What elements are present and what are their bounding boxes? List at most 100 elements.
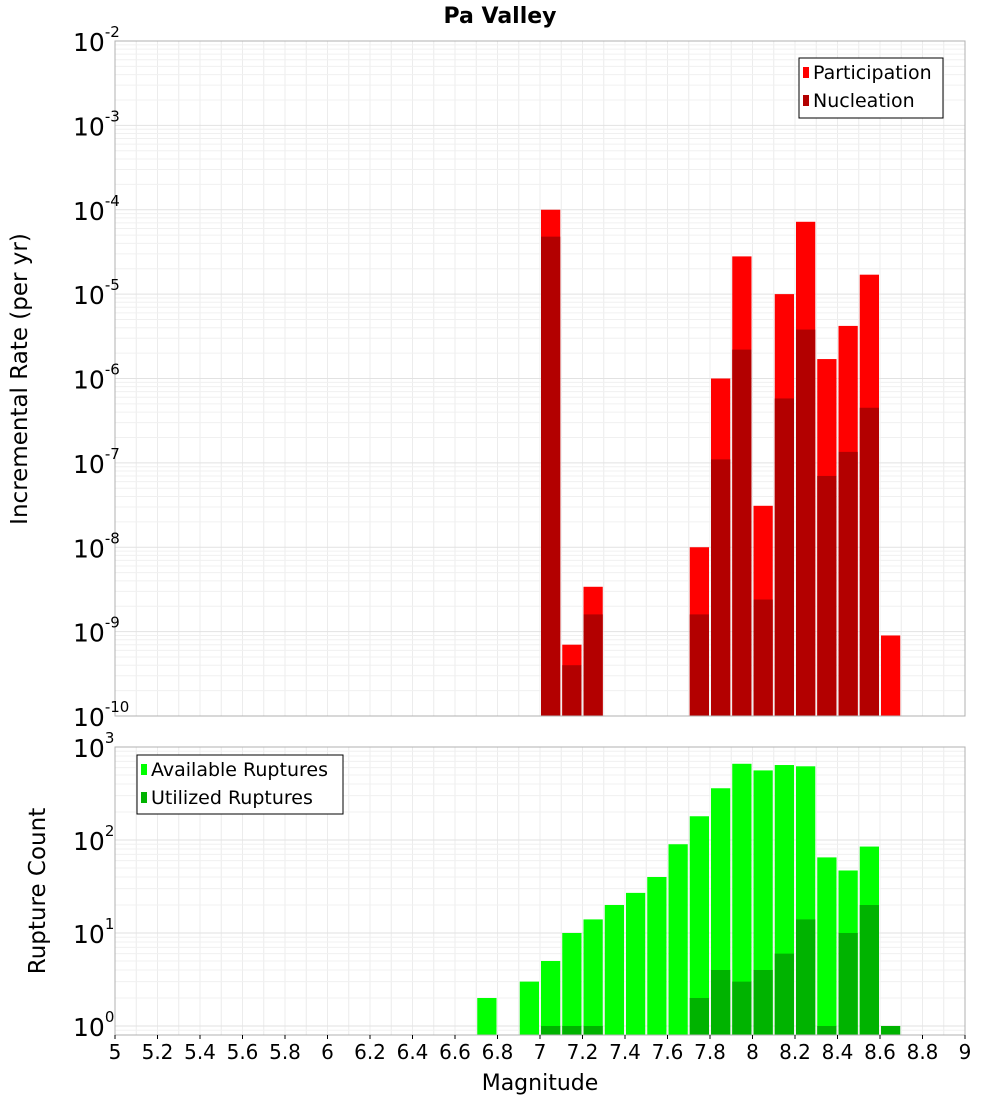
bar [541, 236, 561, 716]
y-tick-base: 10 [73, 920, 105, 949]
y-tick-base: 10 [73, 281, 105, 310]
bar [711, 459, 731, 716]
x-tick-label: 5.6 [227, 1040, 259, 1064]
y-tick-base: 10 [73, 197, 105, 226]
x-tick-label: 7.6 [652, 1040, 684, 1064]
bar [689, 614, 709, 716]
x-tick-label: 8.4 [822, 1040, 854, 1064]
legend-swatch [141, 792, 147, 803]
bar [817, 475, 837, 716]
bar [562, 1025, 582, 1035]
y-tick-exponent: -6 [105, 361, 120, 379]
chart-title: Pa Valley [443, 4, 556, 29]
y-tick-label: 10-5 [73, 276, 120, 310]
y-tick-label: 10-9 [73, 614, 120, 648]
bar [774, 398, 794, 716]
bar [519, 981, 539, 1035]
y-tick-exponent: -7 [105, 445, 120, 463]
y-tick-exponent: -2 [105, 23, 120, 41]
bar [881, 1025, 901, 1035]
x-tick-label: 7.8 [694, 1040, 726, 1064]
y-tick-base: 10 [73, 1013, 105, 1042]
y-tick-base: 10 [73, 112, 105, 141]
y-tick-base: 10 [73, 703, 105, 732]
y-tick-label: 10-6 [73, 361, 120, 395]
x-tick-label: 5.4 [184, 1040, 216, 1064]
count-y-axis-label: Rupture Count [25, 808, 51, 974]
bar [881, 635, 901, 716]
bar [604, 904, 624, 1035]
bar [753, 770, 773, 1035]
series-nucleation [541, 236, 879, 716]
y-tick-label: 103 [73, 729, 114, 763]
y-tick-label: 10-10 [73, 698, 129, 732]
x-tick-label: 6 [321, 1040, 334, 1064]
legend-label: Utilized Ruptures [151, 787, 313, 809]
y-tick-exponent: -9 [105, 614, 120, 632]
rate-panel-y-ticks: 10-210-310-410-510-610-710-810-910-10 [73, 23, 129, 732]
legend-label: Nucleation [813, 90, 915, 112]
legend-swatch [803, 95, 809, 106]
legend-swatch [141, 764, 147, 775]
x-tick-label: 8 [746, 1040, 759, 1064]
y-tick-label: 101 [73, 915, 114, 949]
y-tick-exponent: -4 [105, 192, 120, 210]
bar [626, 892, 646, 1035]
bar [711, 969, 731, 1035]
y-tick-label: 10-2 [73, 23, 120, 57]
legend-label: Participation [813, 62, 932, 84]
bar [753, 969, 773, 1035]
x-tick-label: 6.8 [482, 1040, 514, 1064]
y-tick-base: 10 [73, 534, 105, 563]
bar [541, 1025, 561, 1035]
y-tick-base: 10 [73, 827, 105, 856]
bar [583, 919, 603, 1035]
x-axis-label: Magnitude [482, 1071, 599, 1096]
bar [859, 904, 879, 1035]
y-tick-label: 10-3 [73, 107, 120, 141]
bar [562, 665, 582, 716]
x-tick-label: 5 [109, 1040, 122, 1064]
bar [583, 1025, 603, 1035]
y-tick-exponent: -3 [105, 107, 120, 125]
bar [796, 919, 816, 1035]
series-utilized-ruptures [541, 904, 901, 1035]
x-tick-label: 6.6 [439, 1040, 471, 1064]
bar [668, 844, 688, 1035]
bar [689, 816, 709, 1035]
x-tick-label: 5.8 [269, 1040, 301, 1064]
rate-panel-legend: Participation Nucleation [798, 57, 944, 119]
y-tick-exponent: 0 [105, 1008, 115, 1026]
y-tick-exponent: -8 [105, 529, 120, 547]
y-tick-exponent: 2 [105, 822, 115, 840]
bar [817, 1025, 837, 1035]
x-tick-label: 5.2 [142, 1040, 174, 1064]
x-tick-label: 8.2 [779, 1040, 811, 1064]
legend-label: Available Ruptures [151, 759, 328, 781]
bar [732, 981, 752, 1035]
y-tick-label: 10-7 [73, 445, 120, 479]
bar [562, 932, 582, 1035]
y-tick-label: 10-4 [73, 192, 120, 226]
x-axis-ticks: 5 5.2 5.4 5.6 5.8 6 6.2 6.4 6.6 6.8 7 7.2 7.4 7.6 7.8 8… [109, 1035, 971, 1064]
rate-y-axis-label: Incremental Rate (per yr) [7, 233, 33, 525]
bar [774, 953, 794, 1035]
bar [732, 349, 752, 716]
bar [817, 857, 837, 1035]
x-tick-label: 8.8 [907, 1040, 939, 1064]
bar [689, 997, 709, 1035]
y-tick-exponent: 1 [105, 915, 115, 933]
bar [838, 451, 858, 716]
y-tick-base: 10 [73, 450, 105, 479]
y-tick-exponent: -5 [105, 276, 120, 294]
x-tick-label: 6.2 [354, 1040, 386, 1064]
rate-panel: 10-210-310-410-510-610-710-810-910-10Par… [73, 23, 966, 732]
x-tick-label: 8.6 [864, 1040, 896, 1064]
y-tick-exponent: 3 [105, 729, 115, 747]
y-tick-base: 10 [73, 734, 105, 763]
bar [859, 407, 879, 716]
legend-box [136, 754, 344, 815]
rate-panel-frame [114, 40, 966, 717]
